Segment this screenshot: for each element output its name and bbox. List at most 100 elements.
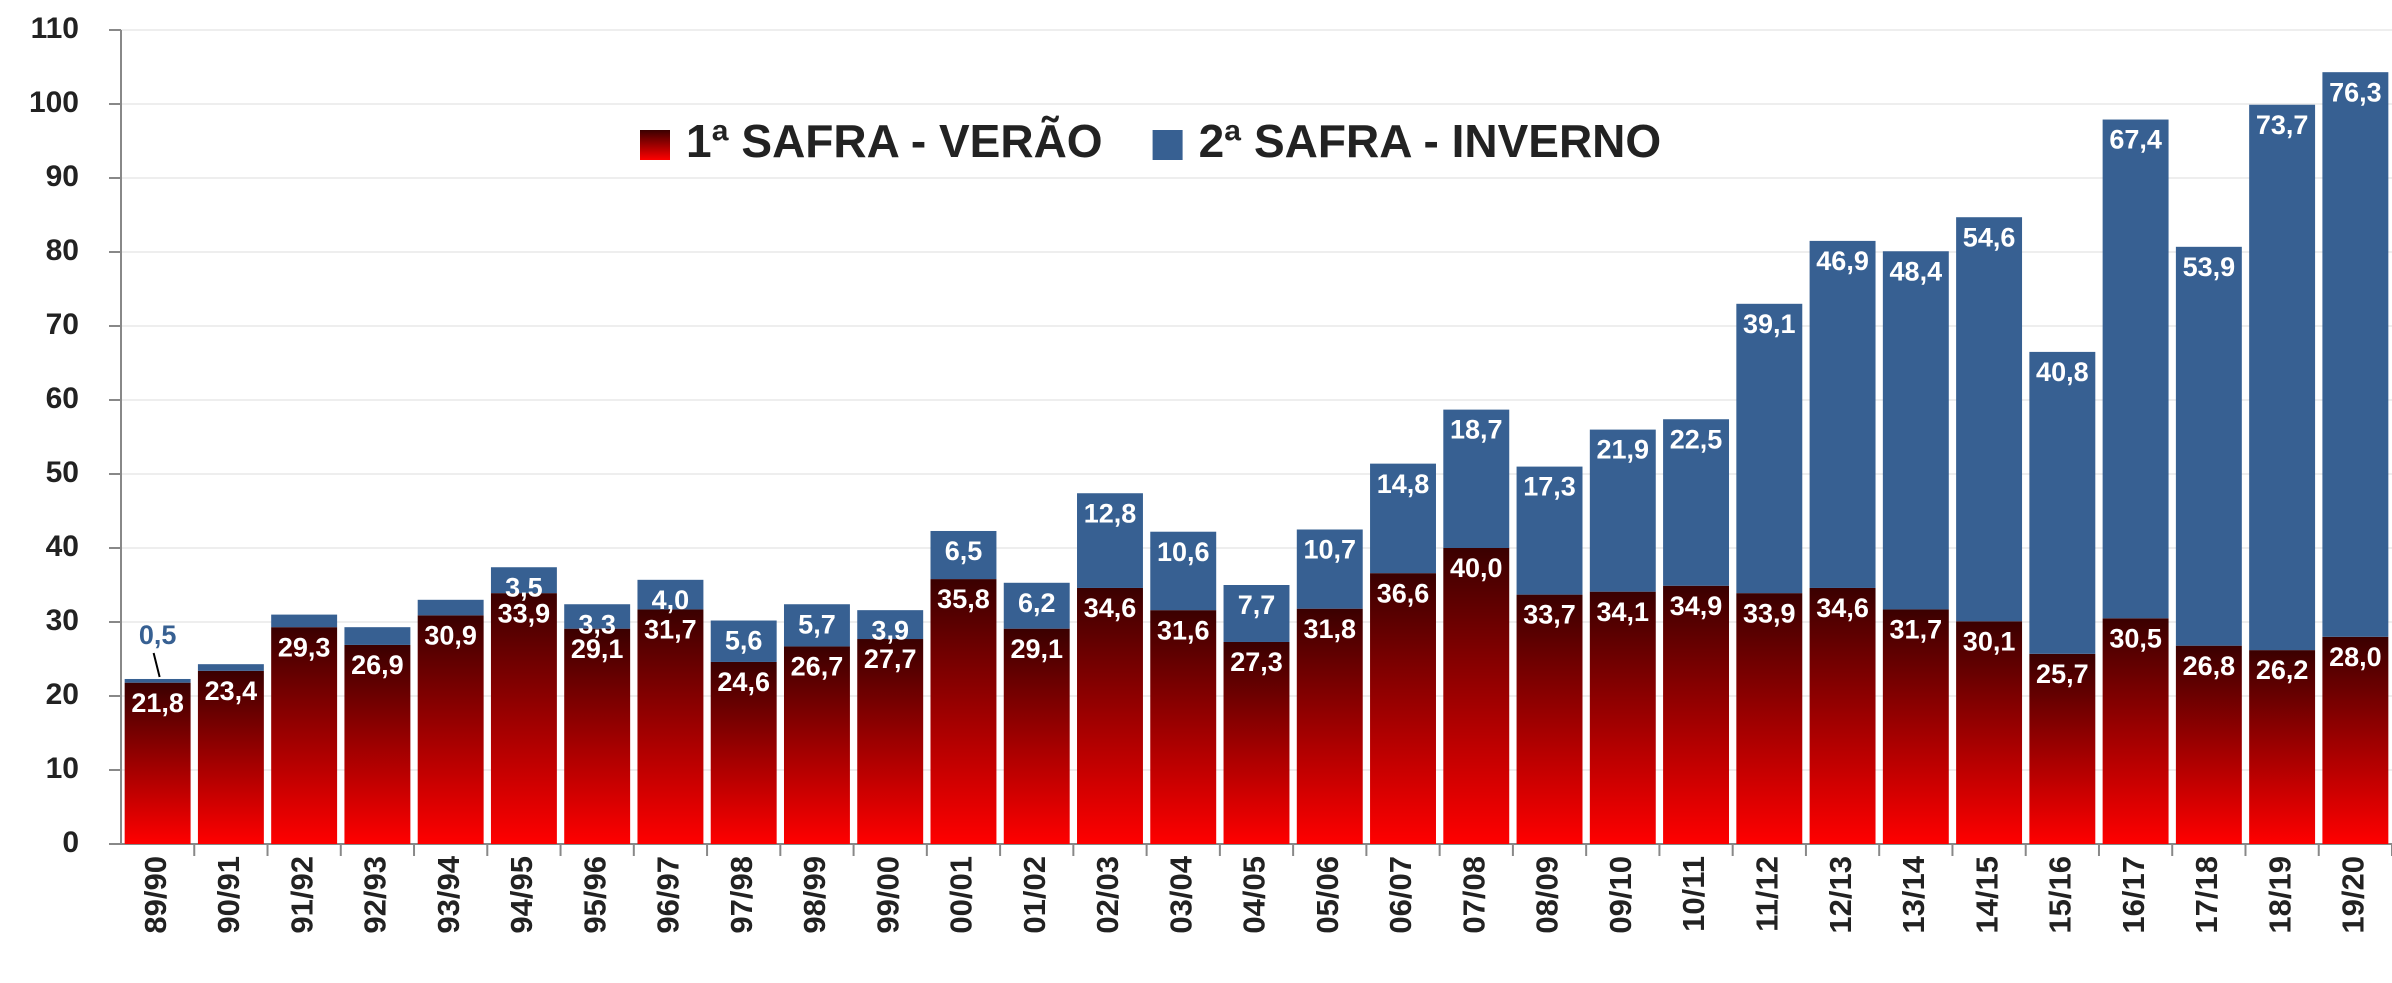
data-label: 30,9 [424,620,477,650]
bar-segment [2249,104,2316,651]
x-tick-label: 18/19 [2262,856,2297,934]
bar-segment [857,639,924,844]
bar-segment [344,644,411,844]
bar-segment [1150,531,1217,611]
y-tick-label: 100 [29,86,79,119]
x-tick-label: 91/92 [284,856,319,934]
bar-segment [1809,587,1876,844]
y-tick-label: 90 [46,160,79,193]
bar-segment [1956,621,2023,844]
x-tick-label: 10/11 [1676,856,1711,932]
bar-segment [637,609,704,844]
x-tick-label: 15/16 [2043,856,2078,934]
bar-segment [637,579,704,610]
bar-segment [417,615,484,844]
bar-segment [1736,303,1803,594]
data-label: 34,6 [1084,593,1137,623]
bar-segment [1296,529,1363,609]
y-tick-label: 50 [46,456,79,489]
data-label: 24,6 [717,667,770,697]
x-tick-label: 08/09 [1530,856,1565,934]
bar-segment [1663,585,1730,844]
x-tick-label: 00/01 [944,856,979,934]
data-label: 26,7 [791,652,844,682]
data-label: 10,6 [1157,537,1210,567]
y-tick-label: 20 [46,678,79,711]
x-tick-label: 17/18 [2189,856,2224,934]
x-tick-label: 99/00 [870,856,905,934]
legend-label: 1ª SAFRA - VERÃO [686,115,1103,167]
data-label: 39,1 [1743,309,1796,339]
bar-segment [564,604,631,629]
data-label: 76,3 [2329,77,2382,107]
leader-line [152,652,161,678]
bar-segment [1882,251,1949,610]
bar-segment [1589,429,1656,592]
data-label: 10,7 [1303,535,1356,565]
x-tick-label: 98/99 [797,856,832,934]
bar-segment [1956,217,2023,622]
bar-segment [1003,582,1070,629]
x-tick-label: 19/20 [2336,856,2371,934]
bar-segment [2175,645,2242,844]
data-label: 34,1 [1597,597,1650,627]
bar-segment [197,670,264,844]
x-tick-label: 05/06 [1310,856,1345,934]
y-tick-label: 60 [46,382,79,415]
data-label: 31,6 [1157,615,1210,645]
bar-segment [490,593,557,844]
x-tick-label: 95/96 [577,856,612,934]
x-tick-label: 92/93 [358,856,393,934]
data-label: 26,8 [2183,651,2236,681]
x-tick-label: 13/14 [1896,855,1931,933]
x-tick-label: 01/02 [1017,856,1052,934]
data-label: 26,2 [2256,655,2309,685]
bar-segment [1223,585,1290,642]
bar-segment [1077,493,1143,588]
bar-segment [1663,419,1730,586]
bar-segment [857,610,924,640]
bar-segment [930,579,997,844]
bar-segment [271,627,338,844]
data-label: 28,0 [2329,642,2382,672]
bar-segment [1443,409,1510,548]
data-label: 35,8 [937,584,990,614]
y-tick-label: 70 [46,308,79,341]
data-label: 25,7 [2036,659,2089,689]
bar-segment [2102,618,2169,844]
y-tick-label: 110 [31,12,79,45]
data-label: 31,8 [1303,614,1356,644]
x-tick-label: 90/91 [211,856,246,934]
data-label: 36,6 [1377,578,1430,608]
data-label: 3,5 [505,572,543,602]
data-label: 29,1 [1010,634,1063,664]
data-label: 4,0 [652,585,690,615]
x-tick-label: 93/94 [431,855,466,933]
bar-segment [2029,653,2096,844]
data-label: 48,4 [1890,256,1943,286]
bar-segment [1370,573,1436,844]
data-label: 33,9 [1743,598,1796,628]
data-label: 3,9 [871,615,909,645]
bar-segment [124,678,191,683]
data-label: 7,7 [1238,590,1276,620]
bar-segment [1443,548,1510,844]
bar-segment [1516,594,1583,844]
data-label: 27,3 [1230,647,1283,677]
bar-segment [2029,351,2096,654]
bar-segment [1516,466,1583,595]
bar-segment [564,628,631,844]
data-label: 17,3 [1523,472,1576,502]
bar-segment [271,614,338,628]
data-label: 73,7 [2256,110,2309,140]
data-label: 33,7 [1523,600,1576,630]
x-tick-label: 96/97 [651,856,686,934]
data-label: 5,6 [725,626,763,656]
data-label: 53,9 [2183,252,2236,282]
data-label: 21,9 [1597,435,1650,465]
bar-segment [2322,636,2389,844]
bar-segment [417,599,484,616]
data-label: 21,8 [131,688,184,718]
bar-segment [1223,641,1290,844]
